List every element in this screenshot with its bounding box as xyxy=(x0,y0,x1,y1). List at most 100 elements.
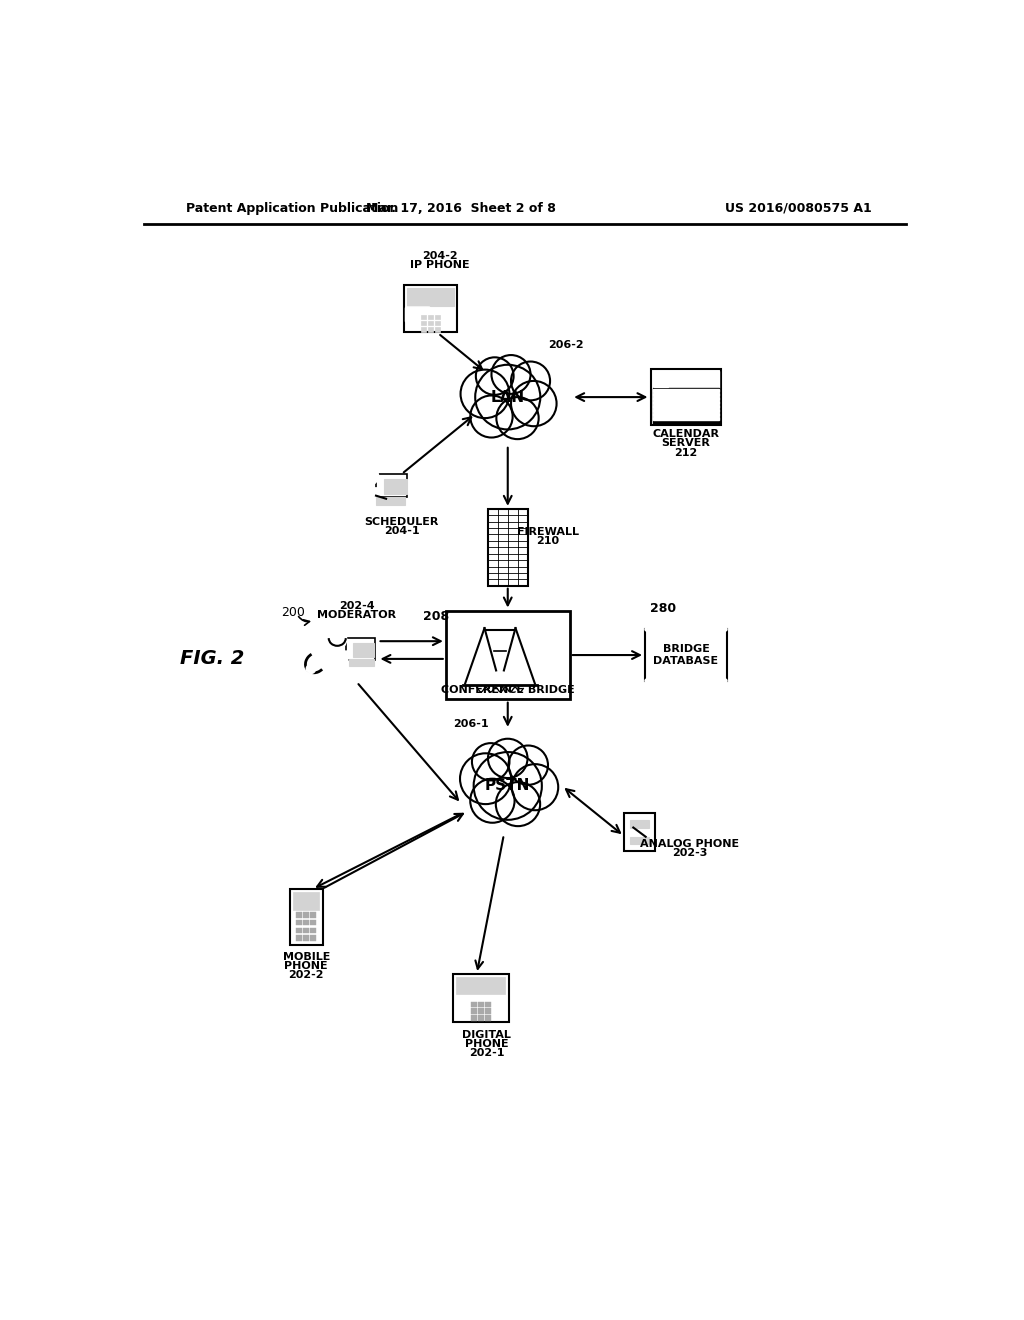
Bar xyxy=(290,890,323,945)
Bar xyxy=(652,401,719,404)
Bar xyxy=(384,479,407,494)
Text: Mar. 17, 2016  Sheet 2 of 8: Mar. 17, 2016 Sheet 2 of 8 xyxy=(367,202,556,215)
Polygon shape xyxy=(355,488,381,507)
Text: 200: 200 xyxy=(282,606,305,619)
Bar xyxy=(652,371,719,388)
Text: CONFERENCE BRIDGE: CONFERENCE BRIDGE xyxy=(441,685,574,696)
Bar xyxy=(485,1002,490,1007)
Bar xyxy=(296,928,302,933)
Text: 206-2: 206-2 xyxy=(548,339,584,350)
Circle shape xyxy=(512,764,558,810)
Text: ANALOG PHONE: ANALOG PHONE xyxy=(640,838,739,849)
Text: 212: 212 xyxy=(675,447,697,458)
Bar xyxy=(310,928,315,933)
Bar xyxy=(478,1002,483,1007)
Text: DIGITAL: DIGITAL xyxy=(463,1030,511,1040)
Text: 204-1: 204-1 xyxy=(384,527,420,536)
Bar xyxy=(478,1008,483,1014)
FancyBboxPatch shape xyxy=(406,308,430,322)
Text: 202-1: 202-1 xyxy=(469,1048,505,1059)
Text: 204-2: 204-2 xyxy=(422,251,458,261)
Bar xyxy=(376,498,406,506)
Bar xyxy=(349,659,374,665)
Text: 206-1: 206-1 xyxy=(453,718,488,729)
Bar xyxy=(376,474,407,498)
Text: US 2016/0080575 A1: US 2016/0080575 A1 xyxy=(725,202,872,215)
Text: FIREWALL: FIREWALL xyxy=(517,527,579,537)
Text: SCHEDULER: SCHEDULER xyxy=(365,517,438,527)
Circle shape xyxy=(492,355,530,393)
Bar xyxy=(651,370,721,425)
Text: BRIDGE: BRIDGE xyxy=(663,644,710,653)
Bar xyxy=(296,920,302,925)
Ellipse shape xyxy=(645,622,727,636)
Circle shape xyxy=(470,779,515,822)
Bar xyxy=(421,321,426,326)
Circle shape xyxy=(488,739,527,777)
Circle shape xyxy=(461,370,509,418)
Circle shape xyxy=(358,466,378,486)
Bar xyxy=(456,977,506,994)
Bar xyxy=(310,912,315,917)
Bar xyxy=(652,393,719,396)
Bar xyxy=(346,638,375,660)
Text: MODERATOR: MODERATOR xyxy=(317,610,396,620)
Circle shape xyxy=(328,631,346,649)
Bar xyxy=(407,288,454,306)
Circle shape xyxy=(476,358,514,395)
Text: CALENDAR: CALENDAR xyxy=(652,429,720,440)
Text: SERVER: SERVER xyxy=(662,438,711,449)
Circle shape xyxy=(509,746,548,785)
Bar xyxy=(435,321,440,326)
Text: 210: 210 xyxy=(537,536,559,546)
Text: IP PHONE: IP PHONE xyxy=(410,260,469,271)
Bar xyxy=(352,643,375,656)
Text: PHONE: PHONE xyxy=(285,961,328,972)
Text: MOBILE: MOBILE xyxy=(283,952,330,962)
Bar xyxy=(428,321,433,326)
Bar xyxy=(652,409,719,412)
Bar xyxy=(303,936,308,941)
Polygon shape xyxy=(326,651,349,669)
Bar xyxy=(654,372,669,387)
Bar xyxy=(652,388,719,424)
Bar xyxy=(485,1015,490,1020)
Bar xyxy=(485,1008,490,1014)
Circle shape xyxy=(474,752,542,820)
Bar xyxy=(303,928,308,933)
Circle shape xyxy=(496,781,540,826)
Bar xyxy=(310,936,315,941)
Text: 280: 280 xyxy=(649,602,676,615)
Circle shape xyxy=(511,362,550,400)
Circle shape xyxy=(475,364,541,429)
Text: PSTN: PSTN xyxy=(485,779,530,793)
Circle shape xyxy=(497,397,539,440)
Circle shape xyxy=(497,619,503,626)
Bar xyxy=(293,892,319,909)
Bar xyxy=(435,314,440,319)
Bar xyxy=(296,912,302,917)
Bar xyxy=(403,285,457,333)
Text: Patent Application Publication: Patent Application Publication xyxy=(186,202,398,215)
Bar xyxy=(428,314,433,319)
Bar xyxy=(652,405,719,408)
Bar xyxy=(428,327,433,331)
Bar xyxy=(652,413,719,416)
Bar xyxy=(624,813,655,851)
Bar xyxy=(478,1015,483,1020)
Bar xyxy=(645,630,727,681)
Bar xyxy=(303,912,308,917)
Text: 208: 208 xyxy=(423,610,450,623)
Text: FIG. 2: FIG. 2 xyxy=(179,649,244,668)
Text: 202-2: 202-2 xyxy=(289,970,324,981)
Circle shape xyxy=(306,664,315,673)
Text: DATABASE: DATABASE xyxy=(653,656,719,667)
Bar xyxy=(310,920,315,925)
Text: 202-3: 202-3 xyxy=(672,847,708,858)
Bar xyxy=(487,508,528,586)
Bar xyxy=(630,820,649,828)
Bar xyxy=(630,837,649,845)
Bar xyxy=(421,314,426,319)
Bar xyxy=(652,417,719,420)
Bar xyxy=(652,397,719,400)
